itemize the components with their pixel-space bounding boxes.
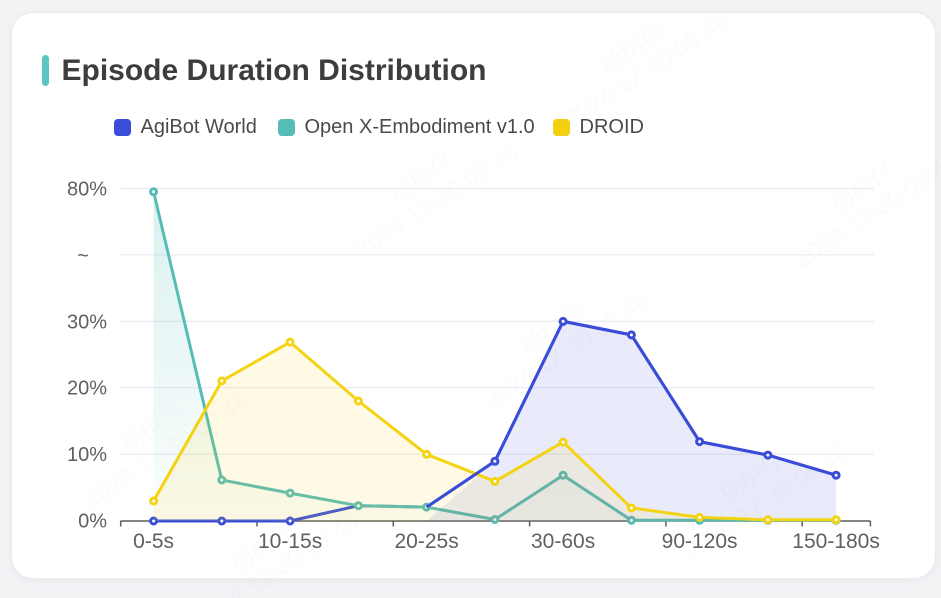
svg-text:30%: 30% bbox=[67, 311, 107, 333]
svg-text:~: ~ bbox=[77, 245, 89, 267]
svg-text:150-180s: 150-180s bbox=[792, 530, 880, 553]
svg-text:30-60s: 30-60s bbox=[531, 530, 595, 553]
svg-text:20%: 20% bbox=[67, 378, 107, 400]
svg-text:10%: 10% bbox=[67, 444, 107, 466]
svg-text:90-120s: 90-120s bbox=[662, 530, 738, 553]
svg-text:20-25s: 20-25s bbox=[394, 530, 458, 553]
svg-text:0-5s: 0-5s bbox=[133, 530, 174, 553]
svg-text:10-15s: 10-15s bbox=[258, 530, 322, 553]
svg-text:80%: 80% bbox=[67, 179, 107, 201]
svg-text:0%: 0% bbox=[78, 511, 107, 533]
